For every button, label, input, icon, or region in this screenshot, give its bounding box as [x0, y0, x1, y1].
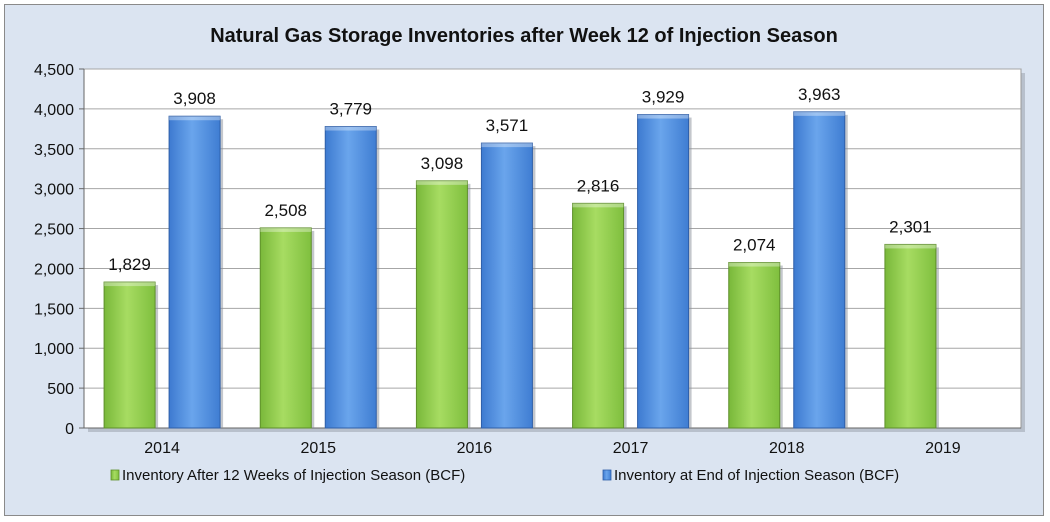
chart-frame: Natural Gas Storage Inventories after We…: [4, 4, 1044, 516]
data-label: 3,779: [329, 100, 372, 119]
legend-swatch: [602, 469, 612, 481]
bar-highlight: [793, 111, 845, 116]
y-tick-label: 4,000: [34, 102, 74, 119]
bar-after-12-weeks: [415, 180, 468, 429]
data-label: 2,301: [889, 217, 932, 236]
data-label: 2,508: [264, 201, 307, 220]
data-label: 3,908: [173, 89, 216, 108]
bar-highlight: [416, 180, 468, 185]
data-label: 3,571: [486, 116, 529, 135]
bar-chart: 0 500 1,000 1,500 2,000 2,500 3,000 3,500 4,000 4…: [34, 62, 1025, 484]
legend: Inventory After 12 Weeks of Injection Se…: [110, 467, 899, 484]
y-tick-label: 500: [47, 381, 74, 398]
bar-highlight: [481, 143, 533, 148]
bar-highlight: [325, 126, 377, 131]
data-label: 2,074: [733, 236, 776, 255]
data-label: 2,816: [577, 176, 620, 195]
plot-background: [83, 68, 1022, 429]
bar-end-of-season: [324, 126, 377, 429]
y-tick-label: 3,000: [34, 182, 74, 199]
bar-highlight: [884, 244, 936, 249]
x-tick-label: 2016: [457, 440, 493, 457]
legend-swatch: [110, 469, 120, 481]
bar-highlight: [169, 116, 221, 121]
y-tick-label: 3,500: [34, 142, 74, 159]
bar-end-of-season: [637, 114, 690, 429]
y-tick-label: 1,500: [34, 301, 74, 318]
bar-highlight: [728, 262, 780, 267]
legend-label: Inventory After 12 Weeks of Injection Se…: [122, 467, 465, 484]
bar-highlight: [637, 114, 689, 119]
x-tick-label: 2017: [613, 440, 649, 457]
bar-after-12-weeks: [259, 227, 312, 429]
bar-end-of-season: [480, 142, 533, 429]
y-tick-label: 2,500: [34, 222, 74, 239]
bar-highlight: [104, 282, 156, 287]
legend-label: Inventory at End of Injection Season (BC…: [614, 467, 899, 484]
y-tick-label: 1,000: [34, 341, 74, 358]
plot-area: 0 500 1,000 1,500 2,000 2,500 3,000 3,500 4,000 4…: [34, 62, 1025, 457]
bar-after-12-weeks: [884, 243, 937, 429]
x-tick-label: 2015: [300, 440, 336, 457]
y-tick-label: 4,500: [34, 62, 74, 79]
bar-after-12-weeks: [103, 281, 156, 429]
y-tick-label: 2,000: [34, 261, 74, 278]
x-tick-label: 2018: [769, 440, 805, 457]
x-tick-label: 2014: [144, 440, 180, 457]
bar-highlight: [572, 203, 624, 208]
bar-after-12-weeks: [728, 262, 781, 429]
data-label: 3,963: [798, 85, 841, 104]
data-label: 3,098: [421, 154, 464, 173]
bar-highlight: [260, 227, 312, 232]
chart-title: Natural Gas Storage Inventories after We…: [210, 25, 838, 47]
data-label: 3,929: [642, 88, 685, 107]
bar-end-of-season: [793, 111, 846, 429]
y-tick-label: 0: [65, 421, 74, 438]
bar-after-12-weeks: [572, 202, 625, 429]
bar-end-of-season: [168, 115, 221, 429]
x-tick-label: 2019: [925, 440, 961, 457]
data-label: 1,829: [108, 255, 151, 274]
